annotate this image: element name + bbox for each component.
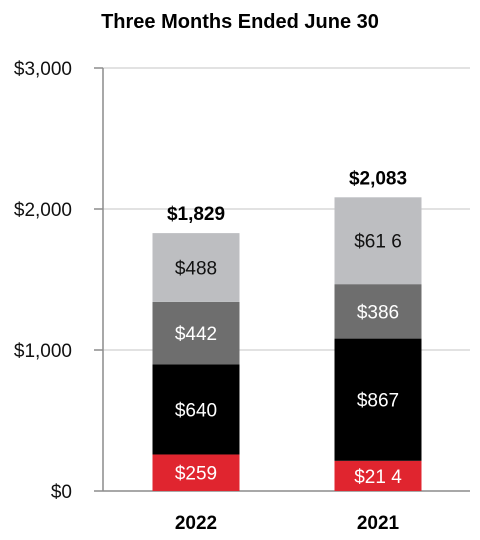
chart-title: Three Months Ended June 30 xyxy=(101,11,379,33)
bar-total-label: $1,829 xyxy=(167,204,225,225)
bar-segment xyxy=(334,197,422,285)
segment-value-label: $61 6 xyxy=(354,232,402,253)
bars xyxy=(152,197,422,491)
data-labels: $259 $640 $442 $488 $1,829 2022 $21 4 $867 $386 $… xyxy=(167,168,407,534)
segment-value-label: $259 xyxy=(175,464,217,485)
segment-value-label: $386 xyxy=(357,302,399,323)
bar-segment xyxy=(152,454,240,491)
segment-value-label: $488 xyxy=(175,259,217,280)
segment-value-label: $867 xyxy=(357,391,399,412)
segment-value-label: $21 4 xyxy=(354,467,402,488)
bar-segment xyxy=(334,460,422,491)
y-tick-label: $1,000 xyxy=(14,341,72,362)
y-tick-label: $0 xyxy=(51,482,72,503)
y-tick-label: $3,000 xyxy=(14,59,72,80)
y-tick-label: $2,000 xyxy=(14,200,72,221)
x-category-label: 2021 xyxy=(357,513,400,534)
bar-segment xyxy=(334,284,422,339)
bar-segment xyxy=(152,233,240,302)
bar-segment xyxy=(152,364,240,455)
bar-segment xyxy=(334,338,422,461)
bar-total-label: $2,083 xyxy=(349,168,407,189)
segment-value-label: $640 xyxy=(175,400,217,421)
bar-segment xyxy=(152,301,240,365)
x-category-label: 2022 xyxy=(175,513,217,534)
segment-value-label: $442 xyxy=(175,324,217,345)
